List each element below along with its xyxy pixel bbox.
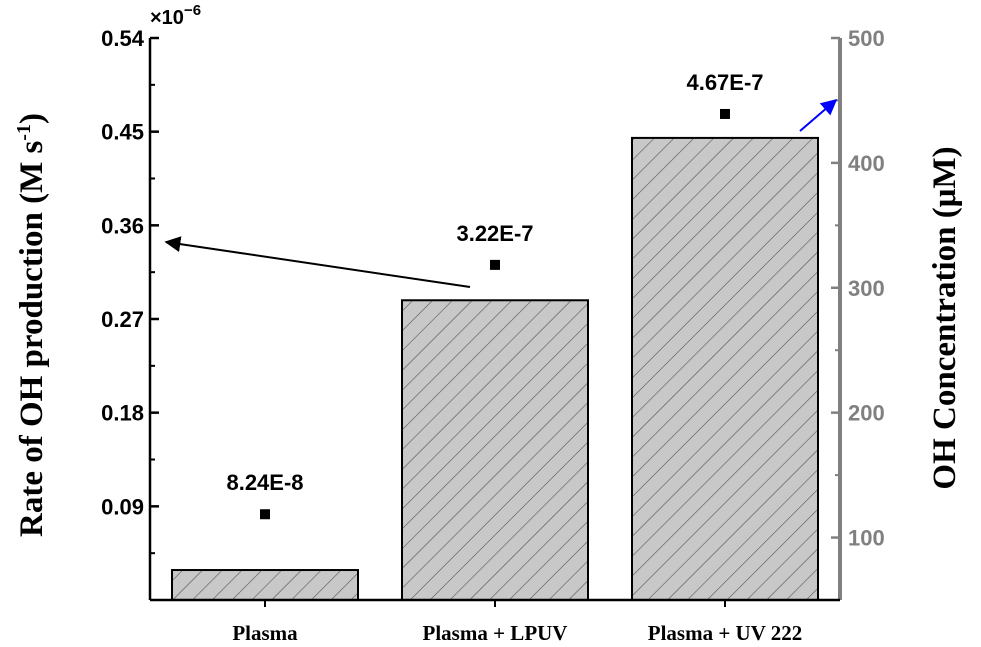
data-point-0 <box>260 509 270 520</box>
bar-1 <box>401 299 589 601</box>
data-point-2 <box>720 108 730 119</box>
arrow-to-right-axis <box>799 98 838 132</box>
data-label-0: 8.24E-8 <box>226 470 303 495</box>
left-tick-label: 0.36 <box>101 213 144 238</box>
left-axis-title: Rate of OH production (M s-1) <box>13 113 50 537</box>
left-tick-label: 0.54 <box>101 26 145 51</box>
right-tick-label: 500 <box>848 26 885 51</box>
axes-group: 0.09 0.18 0.27 0.36 0.45 0.54 100 200 300 400 500 P… <box>101 26 885 645</box>
left-tick-label: 0.27 <box>101 307 144 332</box>
data-label-2: 4.67E-7 <box>686 70 763 95</box>
bar-0 <box>171 569 359 602</box>
data-point-1 <box>490 259 500 270</box>
right-tick-label: 200 <box>848 401 885 426</box>
arrow-to-left-axis <box>164 236 471 288</box>
x-tick-label: Plasma <box>232 621 298 645</box>
bar-2 <box>631 136 819 602</box>
left-tick-label: 0.09 <box>101 494 144 519</box>
x-tick-label: Plasma + LPUV <box>423 621 568 645</box>
x-tick-label: Plasma + UV 222 <box>648 621 803 645</box>
right-tick-label: 400 <box>848 151 885 176</box>
points-group: 8.24E-8 3.22E-7 4.67E-7 <box>226 70 764 520</box>
data-label-1: 3.22E-7 <box>456 221 533 246</box>
left-tick-label: 0.18 <box>101 401 144 426</box>
right-tick-label: 100 <box>848 526 885 551</box>
right-axis-title: OH Concentration (μM) <box>927 146 963 489</box>
right-tick-label: 300 <box>848 276 885 301</box>
left-tick-label: 0.45 <box>101 120 144 145</box>
left-axis-multiplier: ×10−6 <box>150 2 201 29</box>
bars-group <box>171 136 819 602</box>
